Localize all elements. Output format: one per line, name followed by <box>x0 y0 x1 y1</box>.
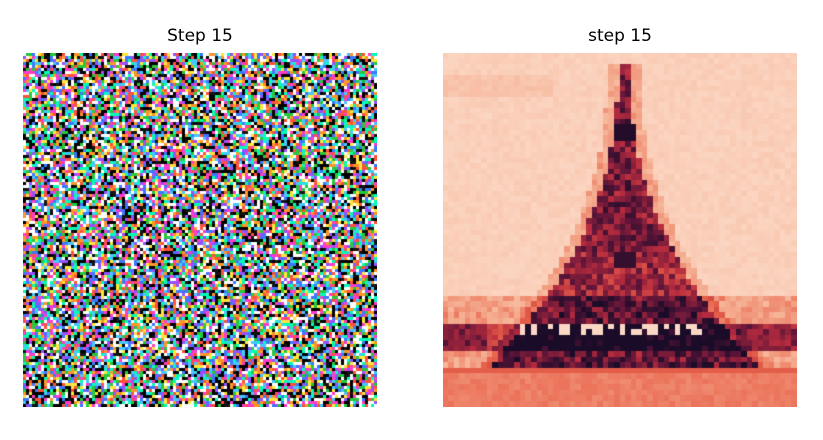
heatmap-image-canvas <box>443 53 797 407</box>
panel-title-right: step 15 <box>588 26 652 46</box>
panel-title-left: Step 15 <box>167 26 233 46</box>
heatmap-image <box>443 53 797 407</box>
noise-image-canvas <box>23 53 377 407</box>
noise-image <box>23 53 377 407</box>
